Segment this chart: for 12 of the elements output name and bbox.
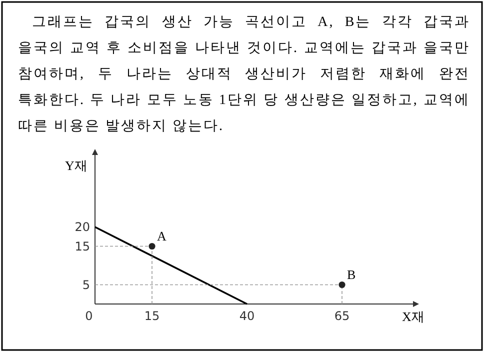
chart-title: 그래프는 갑국의 생산 가능 곡선이고 A, B는 각각 갑국과 을국의 교역 후 소비점을 나타낸 것이다. 교역에는 갑국과 을국만 참여하며, 두 나라는 상대적 생산비가 저렴한 재화에 완전 특화한다. 두 나라 모두 노동 1단위 당 생산량은 일정하고, 교역에 따른 비용은 발생하지 않는다. (18, 14, 470, 136)
y-axis-title: Y재 (65, 158, 88, 173)
y-tick-label: 5 (82, 278, 90, 292)
series-label: A (157, 228, 167, 244)
series-label: B (347, 266, 356, 282)
x-tick-label: 0 (85, 309, 93, 323)
x-tick-label: 15 (144, 309, 160, 323)
x-tick-label: 65 (334, 309, 350, 323)
x-tick-label: 40 (239, 309, 255, 323)
y-tick-label: 15 (74, 239, 90, 254)
y-tick-label: 20 (74, 220, 90, 234)
x-axis-title: X재 (402, 309, 424, 324)
